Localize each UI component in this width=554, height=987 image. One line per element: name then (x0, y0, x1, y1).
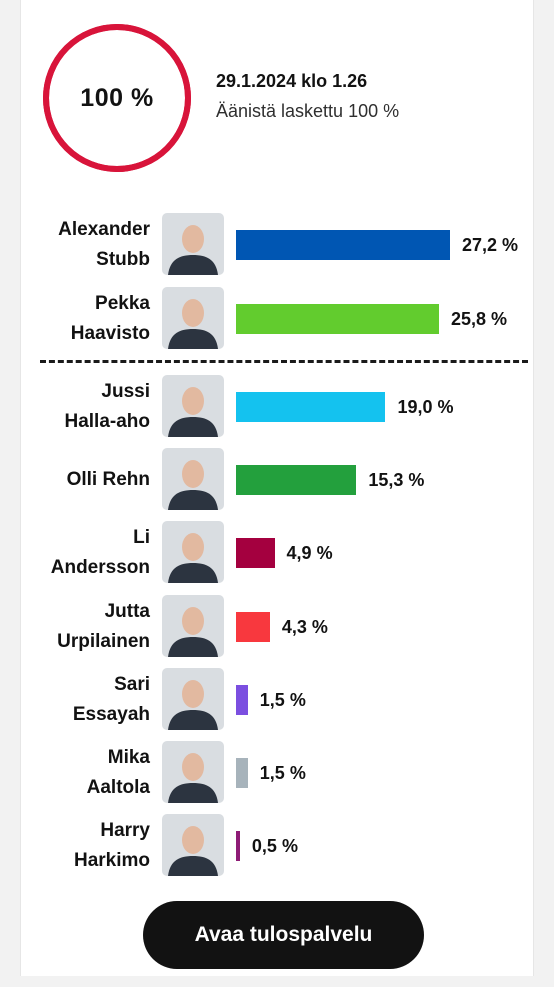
result-bar (236, 685, 248, 715)
candidate-name-line: Mika (107, 747, 150, 768)
candidate-portrait (162, 448, 224, 510)
candidate-portrait (162, 287, 224, 349)
portrait-silhouette-icon (168, 299, 218, 349)
candidate-portrait (162, 741, 224, 803)
portrait-silhouette-icon (168, 533, 218, 583)
candidate-row: Alexander Stubb 27,2 % (0, 213, 554, 277)
candidate-name: Harry Harkimo (20, 814, 150, 878)
candidate-name: Alexander Stubb (20, 213, 150, 277)
result-bar (236, 612, 270, 642)
result-bar (236, 465, 357, 495)
candidate-name-line: Olli Rehn (66, 469, 150, 490)
candidate-name-line: Pekka (95, 293, 150, 314)
candidate-row: Mika Aaltola 1,5 % (0, 741, 554, 805)
candidate-name-line: Halla-aho (64, 411, 150, 432)
result-bar (236, 831, 240, 861)
result-value-label: 19,0 % (397, 397, 454, 417)
candidate-row: Pekka Haavisto 25,8 % (0, 287, 554, 351)
second-round-divider (40, 360, 528, 363)
open-results-service-button[interactable]: Avaa tulospalvelu (143, 901, 424, 969)
result-bar (236, 538, 275, 568)
result-bar (236, 304, 439, 334)
result-value-label: 25,8 % (450, 309, 508, 329)
candidate-name: Sari Essayah (20, 668, 150, 732)
count-percentage: 100 % (80, 84, 154, 112)
result-value-label: 4,9 % (286, 543, 333, 563)
portrait-silhouette-icon (168, 826, 218, 876)
count-progress-ring: 100 % (42, 23, 192, 173)
candidate-portrait (162, 213, 224, 275)
candidate-portrait (162, 375, 224, 437)
candidate-row: Olli Rehn 15,3 % (0, 448, 554, 512)
count-status: Äänistä laskettu 100 % (216, 101, 400, 121)
candidate-row: Jutta Urpilainen 4,3 % (0, 595, 554, 659)
result-bar (236, 392, 386, 422)
candidate-name-line: Jutta (104, 601, 150, 622)
result-bar (236, 758, 248, 788)
result-value-label: 15,3 % (368, 470, 425, 490)
portrait-silhouette-icon (168, 460, 218, 510)
result-value-label: 0,5 % (251, 836, 298, 856)
candidate-name-line: Essayah (72, 704, 150, 725)
candidate-name-line: Li (133, 527, 150, 548)
progress-ring-graphic (43, 24, 191, 172)
candidate-row: Harry Harkimo 0,5 % (0, 814, 554, 878)
candidate-name: Jutta Urpilainen (20, 595, 150, 659)
portrait-silhouette-icon (168, 680, 218, 730)
candidate-name-line: Urpilainen (57, 631, 150, 652)
candidate-row: Li Andersson 4,9 % (0, 521, 554, 585)
candidate-name-line: Aaltola (86, 777, 150, 798)
candidate-portrait (162, 814, 224, 876)
portrait-silhouette-icon (168, 225, 218, 275)
candidate-row: Jussi Halla-aho 19,0 % (0, 375, 554, 439)
result-value-label: 4,3 % (281, 617, 328, 637)
candidate-name-line: Haavisto (70, 323, 150, 344)
candidate-portrait (162, 668, 224, 730)
candidate-name-line: Sari (114, 674, 150, 695)
portrait-silhouette-icon (168, 387, 218, 437)
result-value-label: 1,5 % (259, 690, 306, 710)
candidate-name-line: Harry (100, 820, 150, 841)
update-timestamp: 29.1.2024 klo 1.26 (216, 71, 368, 91)
candidate-name-line: Stubb (96, 249, 150, 270)
portrait-silhouette-icon (168, 607, 218, 657)
candidate-row: Sari Essayah 1,5 % (0, 668, 554, 732)
candidate-name-line: Andersson (50, 557, 150, 578)
result-bar (236, 230, 450, 260)
candidate-name: Pekka Haavisto (20, 287, 150, 351)
result-value-label: 1,5 % (259, 763, 306, 783)
result-value-label: 27,2 % (462, 235, 519, 255)
candidate-portrait (162, 595, 224, 657)
candidate-name: Jussi Halla-aho (20, 375, 150, 439)
count-meta: 29.1.2024 klo 1.26 Äänistä laskettu 100 … (216, 68, 399, 124)
candidate-name: Mika Aaltola (20, 741, 150, 805)
candidate-portrait (162, 521, 224, 583)
candidate-name-line: Jussi (101, 381, 150, 402)
candidate-name: Li Andersson (20, 521, 150, 585)
portrait-silhouette-icon (168, 753, 218, 803)
candidate-name-line: Alexander (58, 219, 150, 240)
candidate-name-line: Harkimo (73, 850, 150, 871)
candidate-name: Olli Rehn (20, 448, 150, 512)
